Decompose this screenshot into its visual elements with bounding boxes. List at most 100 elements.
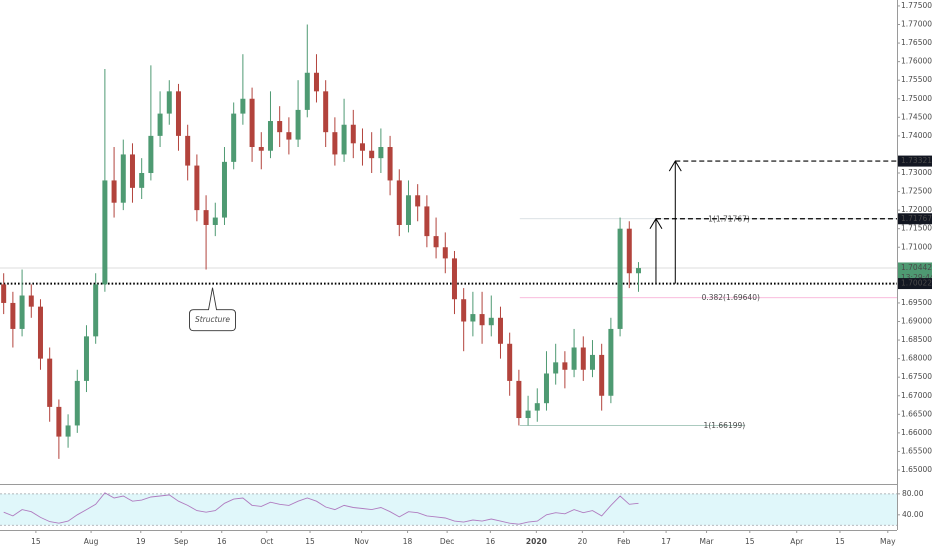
rsi-line	[3, 492, 639, 525]
arrow-head	[649, 217, 663, 230]
candle-body	[516, 380, 522, 419]
y-tick-label: 1.65500	[901, 446, 932, 455]
x-tick-label: 15	[31, 537, 41, 546]
price-badge-label: 1.70022	[901, 279, 932, 288]
candle-body	[286, 132, 292, 140]
y-tick-label: 1.76000	[901, 57, 932, 66]
y-tick-label: 1.69000	[901, 317, 932, 326]
candle-body	[74, 380, 80, 426]
candle-body	[102, 180, 108, 285]
candle-body	[534, 403, 540, 411]
candle-body	[304, 72, 310, 110]
candle-body	[525, 410, 531, 419]
candle-body	[47, 358, 53, 407]
candle-body	[497, 317, 503, 344]
candle-body	[571, 347, 577, 370]
x-tick-label: Nov	[354, 537, 369, 546]
candle-body	[231, 113, 237, 162]
candle-body	[313, 72, 319, 92]
candle-body	[553, 362, 559, 374]
candle-body	[617, 228, 623, 329]
candle-body	[433, 236, 439, 248]
y-tick-label: 1.77500	[901, 1, 932, 10]
candle-body	[277, 121, 283, 133]
candle-body	[120, 154, 126, 203]
y-tick-label: 1.77000	[901, 20, 932, 29]
candle-body	[359, 143, 365, 151]
x-tick-label: 2020	[526, 537, 547, 546]
candle-body	[341, 124, 347, 155]
price-badge	[898, 213, 932, 225]
y-tick-label: 1.71000	[901, 242, 932, 251]
y-tick-label: 1.76500	[901, 38, 932, 47]
price-badge-label: 1.71767	[901, 214, 932, 223]
candle-body	[19, 295, 25, 329]
y-tick-label: 1.72000	[901, 205, 932, 214]
candle-body	[350, 124, 356, 144]
candle-body	[415, 195, 421, 207]
candle-body	[175, 91, 181, 136]
y-tick-label: 1.66000	[901, 428, 932, 437]
candle-body	[83, 336, 89, 381]
candle-body	[111, 180, 117, 203]
candle-body	[249, 98, 255, 148]
candle-body	[166, 91, 172, 114]
x-tick-label: Apr	[790, 537, 804, 546]
price-badge	[898, 155, 932, 167]
x-tick-label: Sep	[174, 537, 188, 546]
y-tick-label: 1.74500	[901, 112, 932, 121]
callout-box	[189, 287, 236, 332]
y-tick-label: 1.75500	[901, 75, 932, 84]
countdown: 13:29:44	[901, 273, 932, 282]
candle-body	[626, 228, 632, 274]
candle-body	[295, 109, 301, 140]
candle-body	[148, 135, 154, 174]
candle-body	[203, 210, 209, 225]
y-tick-label: 1.68500	[901, 335, 932, 344]
x-tick-label: Oct	[260, 537, 273, 546]
y-tick-label: 1.75000	[901, 94, 932, 103]
price-badge-label: 1.70442	[901, 263, 932, 272]
rsi-band	[0, 493, 897, 526]
candle-body	[267, 121, 273, 151]
candle-body	[93, 284, 99, 337]
x-tick-label: May	[880, 537, 896, 546]
arrow-head	[668, 160, 682, 172]
candle-body	[451, 258, 457, 300]
candle-body	[28, 295, 34, 307]
candle-body	[221, 161, 227, 218]
candle-body	[599, 354, 605, 396]
candle-body	[129, 154, 135, 188]
x-tick-label: 16	[486, 537, 496, 546]
candle-body	[387, 147, 393, 181]
y-tick-label: 1.72500	[901, 187, 932, 196]
x-tick-label: Mar	[699, 537, 714, 546]
x-tick-label: 15	[305, 537, 315, 546]
candle-body	[378, 147, 384, 159]
candle-body	[258, 147, 264, 151]
y-tick-label: 1.73000	[901, 168, 932, 177]
x-tick-label: 18	[403, 537, 413, 546]
x-tick-label: Aug	[84, 537, 99, 546]
y-tick-label: 1.65000	[901, 465, 932, 474]
rsi-tick-label: 40.00	[902, 510, 924, 519]
rsi-tick-label: 80.00	[902, 489, 924, 498]
candle-body	[442, 247, 448, 259]
x-tick-label: 15	[835, 537, 845, 546]
candle-body	[10, 302, 16, 329]
level-label: 0.382(1.69640)	[702, 293, 760, 302]
candle-body	[635, 268, 641, 274]
candle-body	[185, 135, 191, 166]
x-tick-label: 16	[217, 537, 227, 546]
candle-body	[240, 98, 246, 114]
candle-body	[461, 299, 467, 322]
y-tick-label: 1.67500	[901, 372, 932, 381]
candle-body	[1, 284, 7, 303]
x-tick-label: 17	[661, 537, 671, 546]
candle-body	[194, 165, 200, 211]
candle-body	[543, 373, 549, 404]
candle-body	[507, 343, 513, 381]
